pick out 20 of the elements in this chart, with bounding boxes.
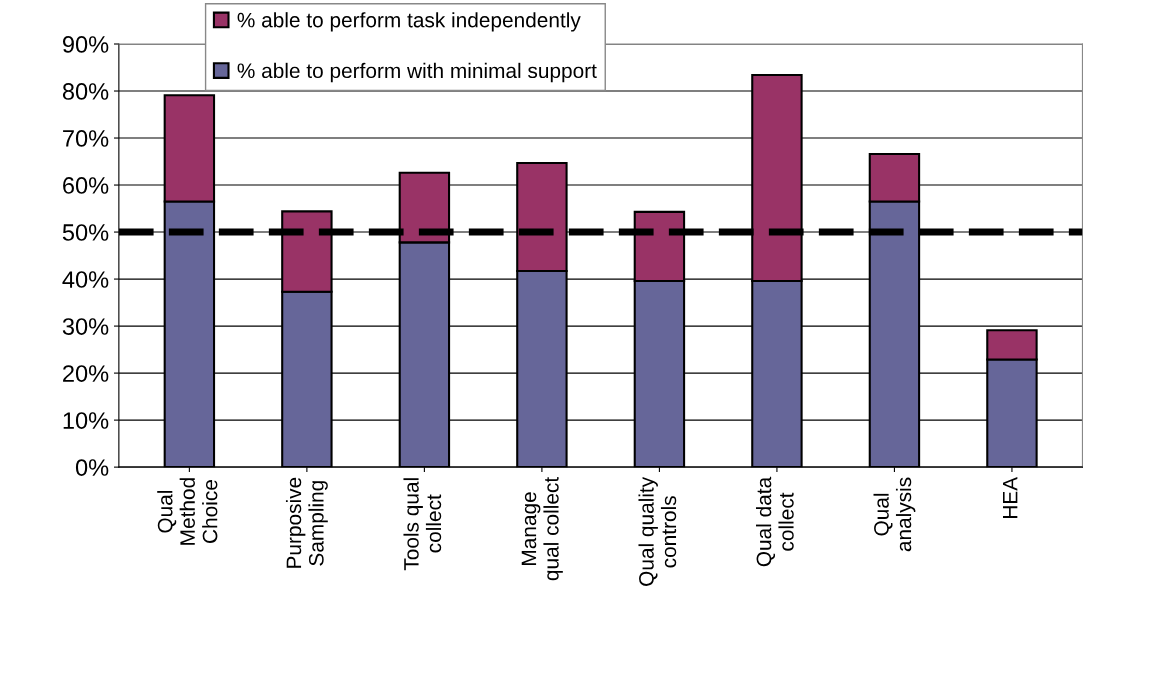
y-tick-label: 60% — [63, 177, 109, 194]
x-tick-label: Qual quality controls — [638, 476, 677, 586]
y-tick-label: 90% — [62, 36, 109, 53]
y-tick-label: 10% — [63, 412, 109, 429]
y-tick-label: 50% — [62, 224, 109, 241]
y-tick-label: 80% — [62, 83, 109, 100]
x-tick-label: Qual analysis — [873, 477, 916, 552]
y-tick-label: 0% — [75, 459, 109, 476]
x-tick-label: Qual Method Choice — [157, 478, 218, 545]
legend-label: % able to perform with minimal support — [237, 62, 597, 83]
x-tick-label: Tools qual collect — [403, 478, 442, 571]
x-tick-label: Qual data collect — [755, 476, 794, 567]
x-tick-label: HEA — [1003, 476, 1018, 518]
x-tick-label: Purposive Sampling — [285, 477, 328, 568]
y-tick-label: 30% — [62, 318, 109, 335]
x-tick-label: Manage qual collect — [521, 477, 563, 581]
y-tick-label: 40% — [62, 271, 109, 288]
legend-label: % able to perform task independently — [237, 12, 581, 32]
y-tick-label: 20% — [63, 365, 109, 382]
y-tick-label: 70% — [63, 130, 109, 147]
